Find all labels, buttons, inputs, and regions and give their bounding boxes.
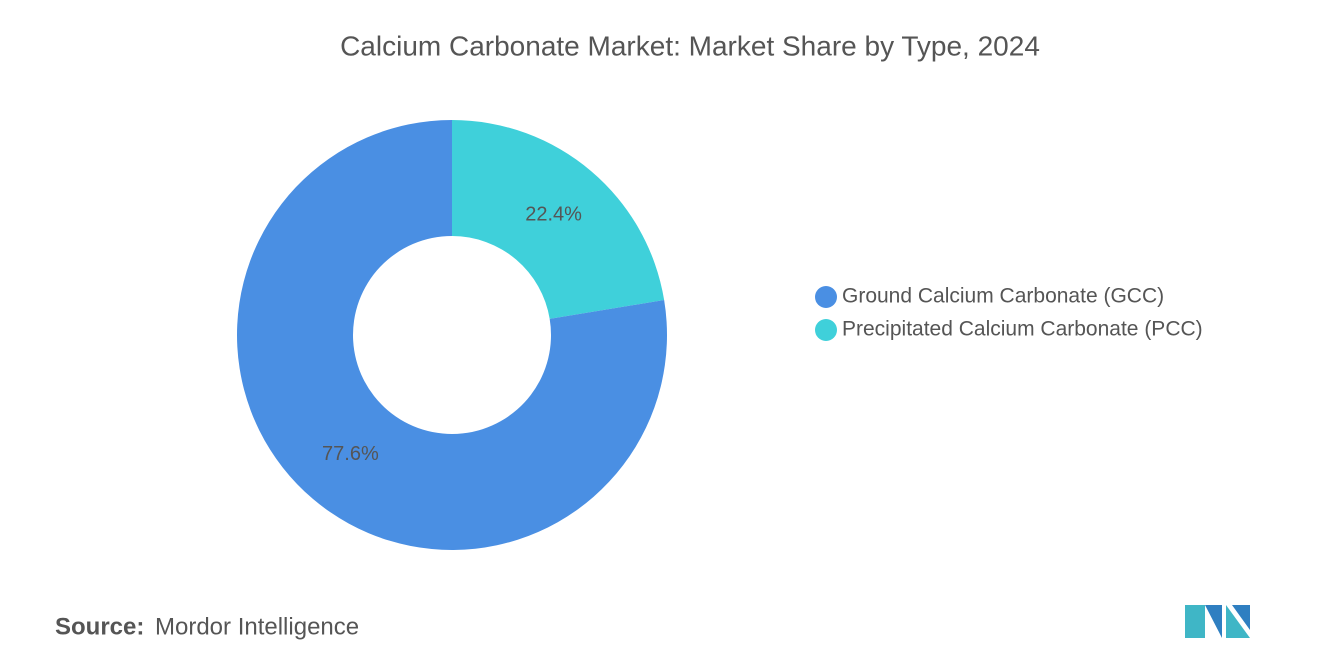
logo <box>1185 605 1250 638</box>
data-label: 22.4% <box>525 204 582 226</box>
source: Mordor Intelligence <box>155 613 359 640</box>
slice <box>452 120 665 319</box>
source-label: Source: <box>55 613 144 640</box>
legend-label: Precipitated Calcium Carbonate (PCC) <box>842 318 1203 341</box>
legend-swatch <box>815 286 837 308</box>
chart-title: Calcium Carbonate Market: Market Share b… <box>340 30 1040 61</box>
legend-label: Ground Calcium Carbonate (GCC) <box>842 285 1164 308</box>
data-label: 77.6% <box>322 443 379 465</box>
slice <box>236 120 668 550</box>
legend-swatch <box>815 319 837 341</box>
